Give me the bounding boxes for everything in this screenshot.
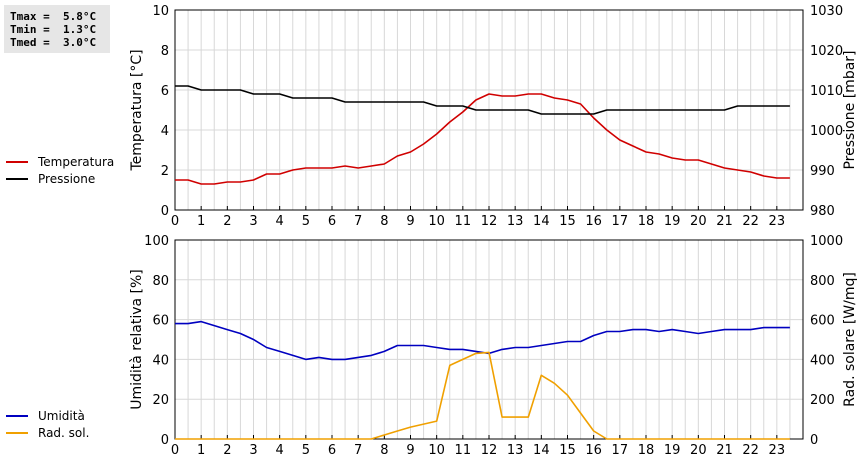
x-tick-label: 12 (481, 214, 498, 229)
y-tick-label: 60 (152, 314, 169, 329)
y-tick-label: 2 (161, 164, 169, 179)
x-tick-label: 23 (769, 214, 786, 229)
x-tick-label: 13 (507, 214, 524, 229)
x-tick-label: 3 (249, 443, 257, 458)
y2-tick-label: 990 (810, 164, 835, 179)
y-axis-title: Umidità relativa [%] (129, 269, 145, 410)
tmed-label: Tmed = 3.0°C (10, 36, 97, 49)
x-tick-label: 1 (197, 443, 205, 458)
x-tick-label: 17 (612, 443, 629, 458)
y-tick-label: 100 (144, 234, 169, 249)
x-tick-label: 23 (769, 443, 786, 458)
legend-label: Umidità (38, 409, 85, 423)
x-tick-label: 7 (354, 443, 362, 458)
x-tick-label: 0 (171, 214, 179, 229)
x-tick-label: 7 (354, 214, 362, 229)
x-tick-label: 10 (428, 443, 445, 458)
y-tick-label: 0 (161, 204, 169, 219)
x-tick-label: 11 (455, 214, 472, 229)
x-tick-label: 6 (328, 443, 336, 458)
x-tick-label: 9 (406, 443, 414, 458)
y2-axis-title: Pressione [mbar] (842, 50, 858, 169)
y2-tick-label: 1010 (810, 84, 843, 99)
x-tick-label: 2 (223, 214, 231, 229)
x-tick-label: 8 (380, 214, 388, 229)
x-tick-label: 19 (664, 214, 681, 229)
chart-temperature-pressure: 0 1 2 3 4 5 6 7 8 9 10 11 12 13 14 15 16 17 18 19 20 21 22 2302… (6, 4, 858, 229)
y2-tick-label: 1030 (810, 4, 843, 19)
y-tick-label: 6 (161, 84, 169, 99)
y2-tick-label: 800 (810, 274, 835, 289)
x-tick-label: 8 (380, 443, 388, 458)
x-tick-label: 14 (533, 443, 550, 458)
x-tick-label: 16 (585, 443, 602, 458)
x-tick-label: 20 (690, 214, 707, 229)
x-tick-label: 21 (716, 443, 733, 458)
y-tick-label: 10 (152, 4, 169, 19)
x-tick-label: 13 (507, 443, 524, 458)
x-tick-label: 5 (302, 443, 310, 458)
y2-axis-title: Rad. solare [W/mq] (842, 272, 858, 407)
x-tick-label: 0 (171, 443, 179, 458)
x-tick-label: 22 (742, 214, 759, 229)
x-tick-label: 2 (223, 443, 231, 458)
x-tick-label: 9 (406, 214, 414, 229)
y2-tick-label: 1000 (810, 234, 843, 249)
y2-tick-label: 600 (810, 314, 835, 329)
series-line-rad-sol- (175, 351, 790, 440)
stats-box: Tmax = 5.8°C Tmin = 1.3°C Tmed = 3.0°C (4, 5, 110, 53)
y2-tick-label: 980 (810, 204, 835, 219)
y-tick-label: 8 (161, 44, 169, 59)
x-tick-label: 14 (533, 214, 550, 229)
y2-tick-label: 200 (810, 393, 835, 408)
x-tick-label: 12 (481, 443, 498, 458)
x-tick-label: 17 (612, 214, 629, 229)
y2-tick-label: 1020 (810, 44, 843, 59)
y2-tick-label: 1000 (810, 124, 843, 139)
y-tick-label: 4 (161, 124, 169, 139)
x-tick-label: 10 (428, 214, 445, 229)
x-tick-label: 19 (664, 443, 681, 458)
x-tick-label: 15 (559, 443, 576, 458)
x-tick-label: 16 (585, 214, 602, 229)
y-tick-label: 40 (152, 353, 169, 368)
legend-label: Temperatura (37, 155, 114, 169)
legend-label: Pressione (38, 172, 95, 186)
x-tick-label: 5 (302, 214, 310, 229)
y-tick-label: 0 (161, 433, 169, 448)
x-tick-label: 18 (638, 443, 655, 458)
y2-tick-label: 400 (810, 353, 835, 368)
y-tick-label: 80 (152, 274, 169, 289)
x-tick-label: 21 (716, 214, 733, 229)
x-tick-label: 18 (638, 214, 655, 229)
x-tick-label: 11 (455, 443, 472, 458)
y-axis-title: Temperatura [°C] (129, 49, 145, 171)
x-tick-label: 22 (742, 443, 759, 458)
x-tick-label: 3 (249, 214, 257, 229)
x-tick-label: 15 (559, 214, 576, 229)
series-line-temperatura (175, 93, 790, 185)
x-tick-label: 20 (690, 443, 707, 458)
series-line-pressione (175, 85, 790, 115)
x-tick-label: 4 (276, 214, 284, 229)
chart-humidity-radiation: 0 1 2 3 4 5 6 7 8 9 10 11 12 13 14 15 16 17 18 19 20 21 22 2302… (6, 234, 858, 458)
tmax-label: Tmax = 5.8°C (10, 10, 97, 23)
x-tick-label: 1 (197, 214, 205, 229)
y-tick-label: 20 (152, 393, 169, 408)
tmin-label: Tmin = 1.3°C (10, 23, 97, 36)
series-line-umidit- (175, 320, 790, 361)
x-tick-label: 6 (328, 214, 336, 229)
y2-tick-label: 0 (810, 433, 818, 448)
x-tick-label: 4 (276, 443, 284, 458)
legend-label: Rad. sol. (38, 426, 89, 440)
